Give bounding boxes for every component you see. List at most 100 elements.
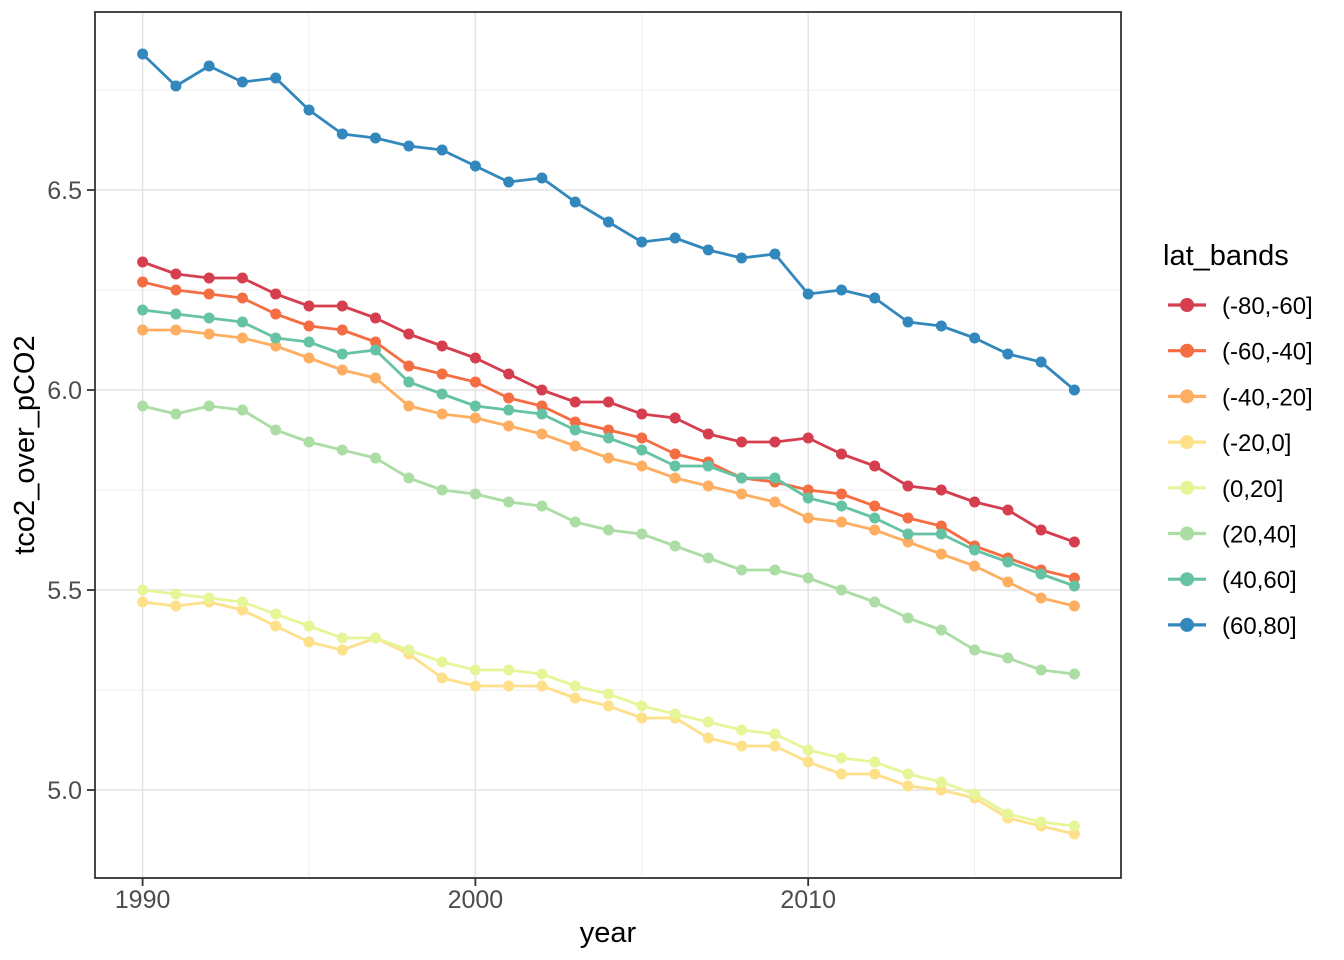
legend-key-dot (1180, 480, 1194, 495)
axis-ticks (87, 189, 810, 886)
data-point (836, 284, 847, 296)
data-point (503, 176, 515, 188)
series-(-40,-20] (137, 324, 1080, 612)
data-point (170, 408, 182, 420)
data-point (935, 528, 947, 540)
data-point (303, 620, 315, 632)
data-point (736, 472, 748, 484)
data-point (203, 312, 215, 324)
data-point (536, 428, 548, 440)
data-point (935, 520, 947, 532)
data-point (503, 392, 515, 404)
data-point (969, 496, 981, 508)
data-point (869, 596, 881, 608)
data-point (436, 388, 448, 400)
data-point (1068, 572, 1080, 584)
legend-item-label: (-80,-60] (1222, 293, 1313, 320)
data-point (802, 744, 814, 756)
data-point (569, 440, 581, 452)
data-point (236, 332, 248, 344)
data-point (769, 248, 781, 260)
data-point (170, 80, 182, 92)
data-point (769, 728, 781, 740)
data-point (636, 528, 648, 540)
data-point (636, 712, 648, 724)
data-point (603, 396, 614, 408)
data-point (336, 632, 348, 644)
y-tick-label: 6.5 (47, 177, 82, 205)
x-tick-label: 2010 (780, 886, 836, 914)
data-point (370, 372, 381, 384)
data-point (370, 632, 381, 644)
data-point (403, 644, 415, 656)
data-point (270, 340, 282, 352)
grid-major (95, 12, 1121, 878)
data-point (702, 716, 714, 728)
data-point (603, 700, 614, 712)
data-point (469, 412, 481, 424)
data-point (469, 488, 481, 500)
legend-item-label: (20,40] (1222, 522, 1297, 549)
data-point (336, 324, 348, 336)
data-point (1068, 668, 1080, 680)
data-point (170, 324, 182, 336)
legend-item-label: (60,80] (1222, 613, 1297, 640)
data-point (436, 340, 448, 352)
data-point (170, 308, 182, 320)
data-point (536, 384, 548, 396)
data-point (270, 72, 282, 84)
data-point (702, 732, 714, 744)
data-point (836, 516, 847, 528)
data-point (769, 472, 781, 484)
data-point (836, 500, 847, 512)
data-point (469, 376, 481, 388)
data-point (203, 592, 215, 604)
data-point (203, 328, 215, 340)
data-point (636, 444, 648, 456)
data-point (669, 448, 681, 460)
data-point (536, 668, 548, 680)
legend-item: (0,20] (1168, 476, 1283, 503)
data-point (270, 424, 282, 436)
data-point (636, 432, 648, 444)
data-point (303, 104, 315, 116)
data-point (1002, 652, 1014, 664)
legend-key-dot (1180, 343, 1194, 358)
data-point (969, 332, 981, 344)
data-point (137, 584, 149, 596)
data-point (370, 312, 381, 324)
data-point (436, 408, 448, 420)
data-point (236, 76, 248, 88)
data-point (702, 552, 714, 564)
data-point (336, 444, 348, 456)
data-point (669, 540, 681, 552)
data-point (935, 484, 947, 496)
legend-key-dot (1180, 572, 1194, 587)
data-point (836, 752, 847, 764)
data-point (469, 680, 481, 692)
legend-item: (60,80] (1168, 613, 1297, 640)
data-point (270, 288, 282, 300)
legend-key-dot (1180, 526, 1194, 541)
data-point (702, 428, 714, 440)
legend-item: (20,40] (1168, 522, 1297, 549)
data-point (603, 432, 614, 444)
data-point (1068, 536, 1080, 548)
data-point (902, 536, 914, 548)
data-point (536, 172, 548, 184)
data-point (503, 404, 515, 416)
data-point (569, 196, 581, 208)
data-point (403, 328, 415, 340)
data-point (270, 608, 282, 620)
data-point (636, 408, 648, 420)
data-point (370, 132, 381, 144)
data-point (836, 488, 847, 500)
data-point (902, 768, 914, 780)
data-point (203, 288, 215, 300)
data-point (303, 320, 315, 332)
data-point (403, 472, 415, 484)
data-point (836, 584, 847, 596)
data-point (137, 256, 149, 268)
data-point (1035, 524, 1047, 536)
